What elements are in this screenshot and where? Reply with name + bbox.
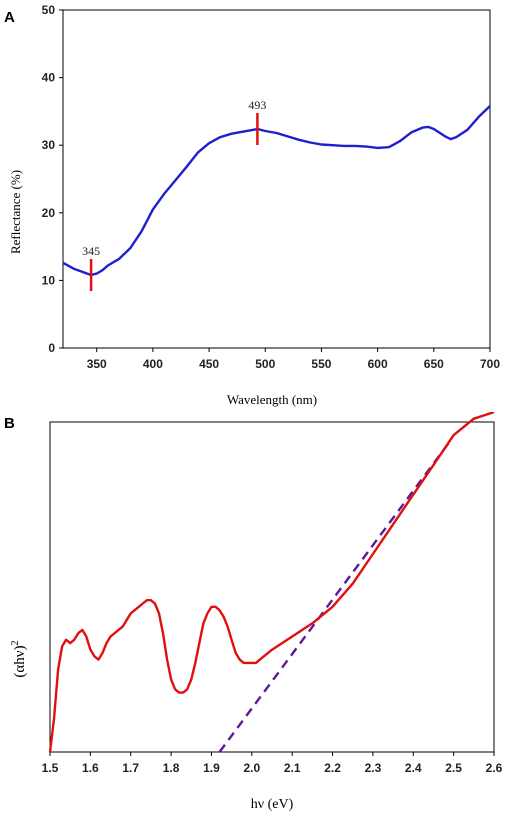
x-tick-label: 2.0 [243, 761, 260, 775]
panel-b-x-axis-title: hν (eV) [251, 797, 294, 812]
y-tick-label: 50 [42, 3, 56, 17]
x-tick-label: 400 [143, 357, 163, 371]
x-tick-label: 650 [424, 357, 444, 371]
x-tick-label: 450 [199, 357, 219, 371]
x-tick-label: 600 [368, 357, 388, 371]
x-tick-label: 550 [311, 357, 331, 371]
peak-label: 493 [248, 98, 266, 112]
y-tick-label: 20 [42, 206, 56, 220]
x-tick-label: 350 [87, 357, 107, 371]
panel-b-plot-frame [49, 421, 495, 753]
y-tick-label: 0 [48, 341, 55, 355]
x-tick-label: 2.3 [365, 761, 382, 775]
x-tick-label: 1.8 [163, 761, 180, 775]
panel-a-y-axis-title: Reflectance (%) [8, 170, 23, 254]
x-tick-label: 2.4 [405, 761, 422, 775]
panel-b-y-axis-title-main: (αhν) [12, 645, 28, 677]
panel-a-letter: A [4, 9, 15, 26]
panel-a-axes: 350 400 450 500 550 600 650 700 0 10 20 30 40 50 [42, 3, 501, 371]
x-tick-label: 1.7 [122, 761, 139, 775]
panel-b-axes: 1.5 1.6 1.7 1.8 1.9 2.0 2.1 2.2 2.3 2.4 2.5 2.6 [42, 421, 503, 775]
x-tick-label: 500 [255, 357, 275, 371]
y-tick-label: 10 [42, 273, 56, 287]
peak-label: 345 [82, 244, 100, 258]
y-tick-label: 40 [42, 71, 56, 85]
reflectance-line [62, 105, 491, 277]
x-tick-label: 2.5 [445, 761, 462, 775]
absorption-line [48, 412, 495, 753]
panel-b-letter: B [4, 415, 15, 432]
x-tick-label: 2.2 [324, 761, 341, 775]
x-tick-label: 1.9 [203, 761, 220, 775]
panel-b-y-axis-title-sup: 2 [10, 640, 21, 645]
x-tick-label: 700 [480, 357, 500, 371]
panel-b-chart: B 1.5 1.6 1.7 1.8 1.9 2.0 2.1 2.2 2.3 2.4 2.5 2.6 (… [4, 412, 503, 812]
x-tick-label: 2.1 [284, 761, 301, 775]
panel-b-series [48, 412, 495, 753]
tauc-tangent-line [218, 441, 451, 753]
panel-b-y-axis-title: (αhν)2 [10, 640, 28, 677]
panel-a-series [62, 105, 491, 277]
y-tick-label: 30 [42, 138, 56, 152]
x-tick-label: 2.6 [486, 761, 503, 775]
x-tick-label: 1.6 [82, 761, 99, 775]
panel-a-chart: A 350 400 450 500 550 600 650 700 0 10 20 30 40 50 34… [4, 3, 501, 407]
panel-a-x-axis-title: Wavelength (nm) [227, 392, 317, 407]
panel-a-plot-frame [62, 9, 491, 349]
x-tick-label: 1.5 [42, 761, 59, 775]
panel-a-annotations: 345 493 [82, 98, 266, 291]
